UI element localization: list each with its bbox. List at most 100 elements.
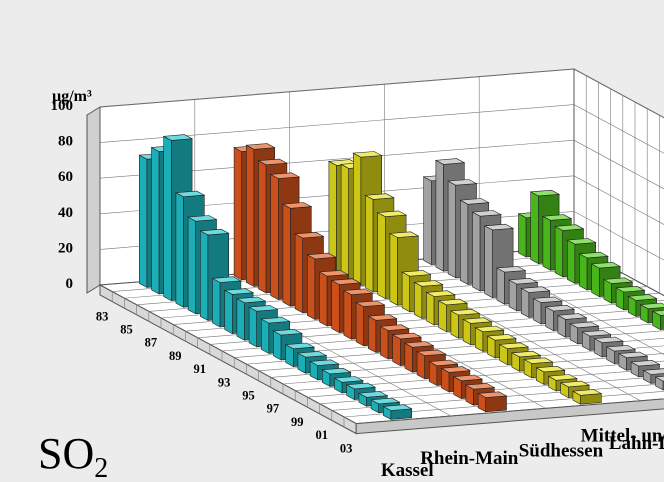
bar-face-front <box>542 215 551 271</box>
y-tick-left: 0 <box>66 276 74 292</box>
bar-face-top <box>605 345 637 352</box>
bar-face-top <box>257 158 288 166</box>
bar-face-top <box>447 179 478 186</box>
bar-face-top <box>306 252 337 260</box>
bar <box>651 310 664 331</box>
bar-face-front <box>365 194 374 293</box>
x-tick-year: 03 <box>340 441 353 455</box>
bar-face-front <box>163 135 172 302</box>
bar-face-front <box>401 271 411 313</box>
bar-face-top <box>425 290 456 297</box>
x-tick-year: 91 <box>193 362 206 376</box>
bar-face-top <box>379 324 410 331</box>
bar-face-top <box>569 321 600 329</box>
x-tick-year: 85 <box>120 323 133 337</box>
bar-face-front <box>404 342 413 373</box>
gridline-h <box>99 68 664 119</box>
bar-face-top <box>416 349 447 356</box>
bar-face-top <box>199 228 230 236</box>
bar-face-top <box>391 332 423 340</box>
bar-face-front <box>472 211 481 292</box>
bar-face-top <box>459 198 490 205</box>
bar-face-top <box>630 359 661 367</box>
bar-face-top <box>272 328 303 336</box>
series-label: Lahn-Dill <box>609 433 664 454</box>
bar-face-top <box>510 350 542 358</box>
bar-face-top <box>532 296 563 303</box>
bar-face-front <box>518 213 527 258</box>
bar-face-front <box>435 159 444 272</box>
bar-face-front <box>438 300 447 333</box>
bar-face-front <box>554 225 564 278</box>
bar-face-top <box>187 215 218 222</box>
bar-face-top <box>559 380 591 388</box>
bar-face-front <box>447 180 457 279</box>
bar-face-top <box>333 376 364 383</box>
bar-face-top <box>434 158 466 165</box>
bar-face-top <box>321 367 352 375</box>
bar-face-front <box>233 146 242 281</box>
bar-face-front <box>270 173 279 301</box>
bar-face-top <box>413 280 444 287</box>
x-tick-year: 83 <box>96 309 109 323</box>
bar-face-front <box>282 203 291 307</box>
bar-face-top <box>508 277 539 285</box>
y-tick-left: 80 <box>58 134 73 150</box>
bar-face-top <box>471 210 502 217</box>
bar-face-front <box>319 271 328 327</box>
bar-face-top <box>520 286 551 293</box>
bar-face-top <box>639 302 664 310</box>
x-tick-year: 93 <box>218 375 231 389</box>
y-tick-left: 20 <box>58 240 73 256</box>
bar-face-top <box>602 277 634 284</box>
bar-face-front <box>187 216 196 315</box>
bar-face-front <box>248 306 258 348</box>
x-tick-year: 97 <box>267 402 280 416</box>
bar-face-top <box>554 224 585 231</box>
bar-face-top <box>437 298 469 306</box>
bar-face-top <box>651 310 664 316</box>
bar-face-top <box>382 404 413 411</box>
bar-face-top <box>223 288 255 295</box>
bar-face-top <box>318 270 349 277</box>
bar-face-top <box>556 313 588 320</box>
bar-face-top <box>449 308 481 316</box>
bar-face-top <box>615 285 646 293</box>
bar-face-front <box>246 144 255 287</box>
bar-face-top <box>364 193 395 200</box>
series-label: Mittel- und Nordhessen <box>581 425 664 446</box>
series-label: Kassel <box>381 460 434 481</box>
bar-face-top <box>462 317 493 324</box>
bar <box>571 389 603 405</box>
bar-face-front <box>508 279 518 312</box>
series-label: Südhessen <box>519 441 604 462</box>
bar-face-front <box>212 277 221 328</box>
bar-face-front <box>151 146 160 295</box>
bar-face-top <box>345 382 377 390</box>
bar-face-top <box>593 336 624 344</box>
bar-face-top <box>535 365 566 373</box>
bar-face-front <box>224 289 233 335</box>
bar-face-top <box>342 288 374 296</box>
bar-face-top <box>355 300 386 307</box>
bar-face-front <box>579 253 588 291</box>
bar-face-top <box>498 342 530 349</box>
bar-face-top <box>296 351 328 358</box>
chart-labels: 0204060801000204060801008385878991939597… <box>51 98 664 481</box>
bar-face-top <box>642 368 664 375</box>
bar-face-front <box>273 330 282 361</box>
bar-face-top <box>440 366 471 373</box>
bar-face-top <box>654 376 664 382</box>
bar-face-front <box>566 239 576 284</box>
bar-face-top <box>483 223 515 231</box>
bar-face-front <box>423 176 432 266</box>
bar-face-front <box>450 310 459 339</box>
bar-face-top <box>330 278 362 285</box>
bar-face-top <box>248 305 279 312</box>
y-tick-left: 40 <box>58 205 73 221</box>
bar-face-top <box>284 342 316 350</box>
bar-face-top <box>523 357 554 364</box>
bar-face-front <box>258 160 267 294</box>
bar-face-top <box>309 359 340 366</box>
